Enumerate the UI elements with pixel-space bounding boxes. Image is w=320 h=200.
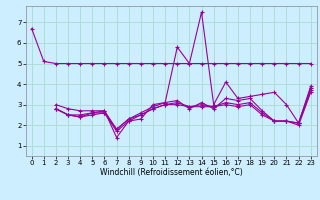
- X-axis label: Windchill (Refroidissement éolien,°C): Windchill (Refroidissement éolien,°C): [100, 168, 243, 177]
